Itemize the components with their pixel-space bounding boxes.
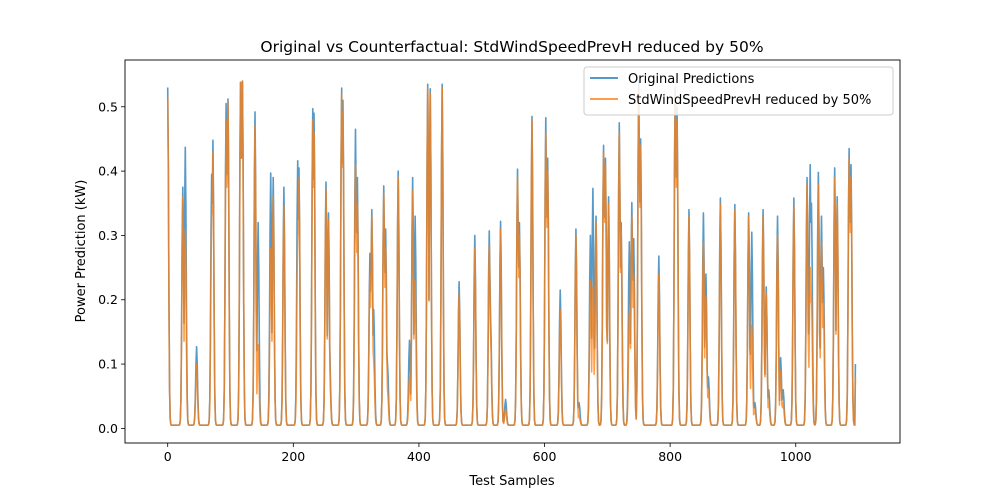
y-tick-label: 0.0 [98, 421, 118, 436]
x-tick-label: 200 [281, 449, 305, 464]
x-tick-label: 800 [658, 449, 682, 464]
y-tick-label: 0.2 [98, 292, 118, 307]
chart-title: Original vs Counterfactual: StdWindSpeed… [260, 38, 763, 56]
x-tick-label: 0 [164, 449, 172, 464]
legend-box [583, 66, 894, 116]
plot-area [166, 80, 857, 426]
legend-label-counterfactual: StdWindSpeedPrevH reduced by 50% [628, 93, 871, 108]
y-tick-label: 0.4 [98, 164, 118, 179]
y-tick-label: 0.5 [98, 99, 118, 114]
series-line-counterfactual [166, 80, 857, 426]
legend: Original Predictions StdWindSpeedPrevH r… [583, 66, 894, 116]
plot-frame [124, 59, 901, 444]
x-axis: 0 200 400 600 800 1000 [164, 443, 812, 464]
y-tick-label: 0.1 [98, 357, 118, 372]
x-axis-label: Test Samples [468, 474, 554, 489]
y-tick-label: 0.3 [98, 228, 118, 243]
x-tick-label: 400 [407, 449, 431, 464]
x-tick-label: 600 [533, 449, 557, 464]
y-axis-label: Power Prediction (kW) [74, 180, 89, 323]
x-tick-label: 1000 [780, 449, 812, 464]
y-axis: 0.0 0.1 0.2 0.3 0.4 0.5 [98, 99, 125, 436]
legend-label-original: Original Predictions [628, 72, 755, 87]
